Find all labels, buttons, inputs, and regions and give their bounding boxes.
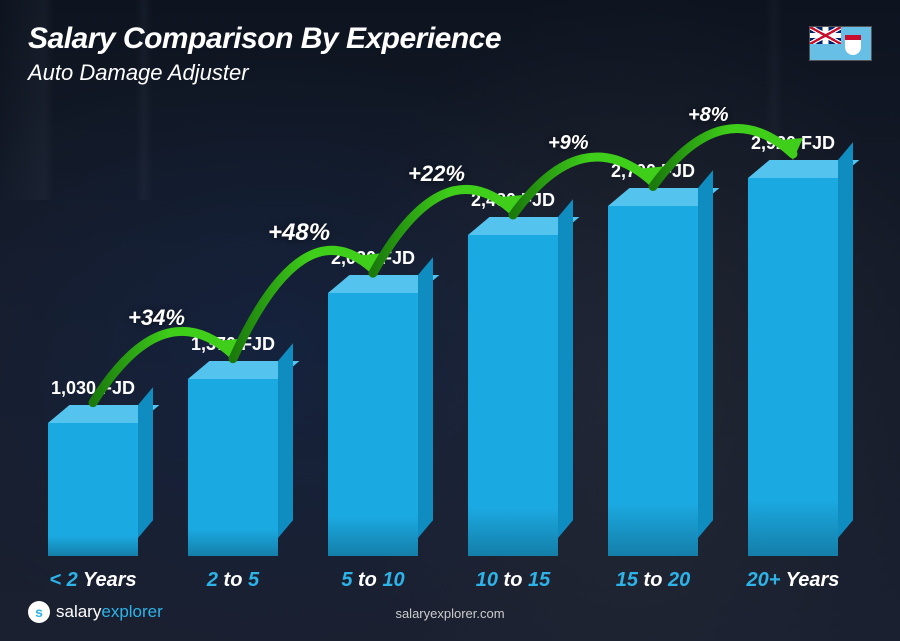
- bar-value-label: 2,030 FJD: [303, 248, 443, 269]
- bar-front: [188, 379, 278, 556]
- bar-1: 1,370 FJD2 to 5: [178, 379, 288, 556]
- page-title: Salary Comparison By Experience: [28, 22, 501, 56]
- growth-pct-label: +22%: [408, 161, 465, 187]
- bar-side: [558, 199, 573, 538]
- bar-value-label: 2,480 FJD: [443, 190, 583, 211]
- bar-value-label: 2,700 FJD: [583, 161, 723, 182]
- bar-side: [278, 343, 293, 538]
- bar-x-label: < 2 Years: [28, 569, 158, 592]
- bar-value-label: 1,370 FJD: [163, 334, 303, 355]
- fiji-flag-icon: [809, 26, 872, 61]
- bar-front: [468, 235, 558, 556]
- bar-side: [418, 257, 433, 538]
- bar-front: [748, 178, 838, 556]
- bar-0: 1,030 FJD< 2 Years: [38, 423, 148, 556]
- growth-pct-label: +34%: [128, 305, 185, 331]
- growth-pct-label: +9%: [548, 132, 589, 155]
- bar-value-label: 2,920 FJD: [723, 133, 863, 154]
- page-subtitle: Auto Damage Adjuster: [28, 60, 501, 86]
- bar-front: [48, 423, 138, 556]
- bar-side: [838, 142, 853, 538]
- brand-footer: s salaryexplorer: [28, 601, 163, 623]
- bar-front: [608, 206, 698, 556]
- growth-pct-label: +48%: [268, 219, 330, 247]
- bar-x-label: 15 to 20: [588, 569, 718, 592]
- bar-front: [328, 293, 418, 556]
- bar-value-label: 1,030 FJD: [23, 378, 163, 399]
- header: Salary Comparison By Experience Auto Dam…: [28, 22, 501, 86]
- growth-pct-label: +8%: [688, 104, 729, 127]
- bar-x-label: 20+ Years: [728, 569, 858, 592]
- brand-logo-icon: s: [28, 601, 50, 623]
- bar-x-label: 10 to 15: [448, 569, 578, 592]
- bar-x-label: 2 to 5: [168, 569, 298, 592]
- bar-5: 2,920 FJD20+ Years: [738, 178, 848, 556]
- bar-x-label: 5 to 10: [308, 569, 438, 592]
- salary-bar-chart: 1,030 FJD< 2 Years 1,370 FJD2 to 5 2,030 F…: [38, 116, 852, 556]
- bar-4: 2,700 FJD15 to 20: [598, 206, 708, 556]
- bar-3: 2,480 FJD10 to 15: [458, 235, 568, 556]
- bar-side: [698, 170, 713, 538]
- brand-name: salaryexplorer: [56, 602, 163, 622]
- bar-2: 2,030 FJD5 to 10: [318, 293, 428, 556]
- footer-url: salaryexplorer.com: [395, 606, 504, 621]
- bar-side: [138, 387, 153, 538]
